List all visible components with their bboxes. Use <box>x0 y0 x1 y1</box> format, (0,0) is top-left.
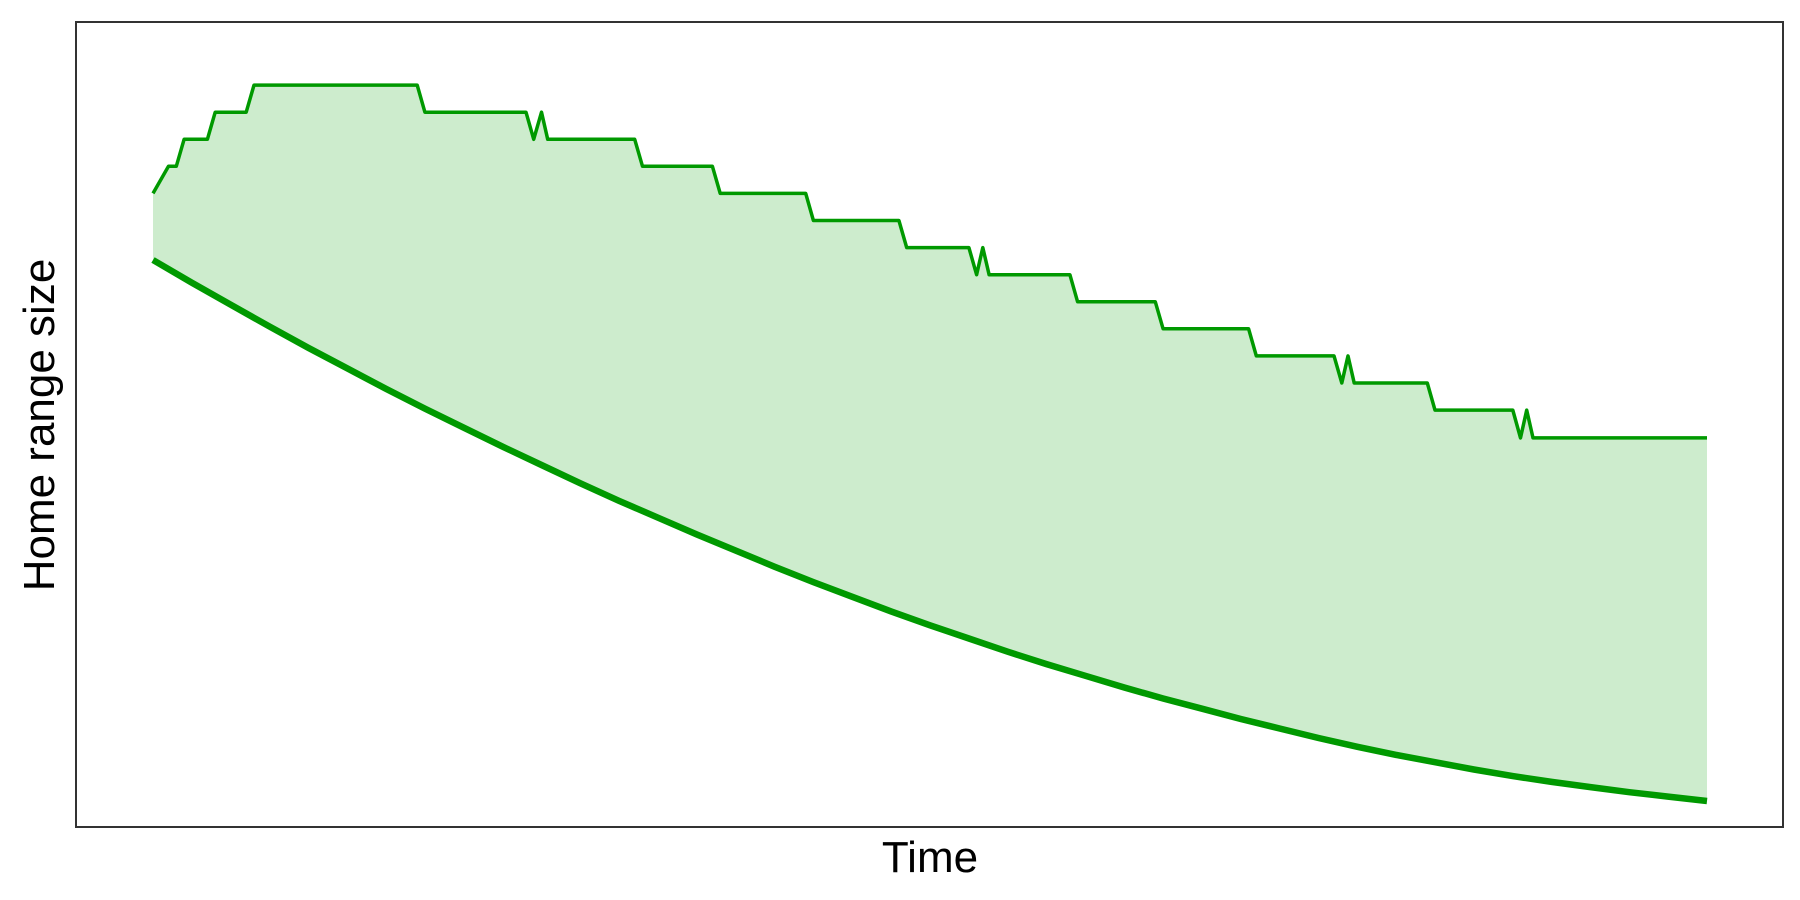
upper-bound-line <box>151 83 1707 440</box>
band-fill <box>153 85 1707 802</box>
lower-bound-line <box>151 257 1708 805</box>
plot-frame <box>75 21 1784 828</box>
x-axis-title: Time <box>882 833 978 882</box>
y-axis-title: Home range size <box>15 259 64 592</box>
